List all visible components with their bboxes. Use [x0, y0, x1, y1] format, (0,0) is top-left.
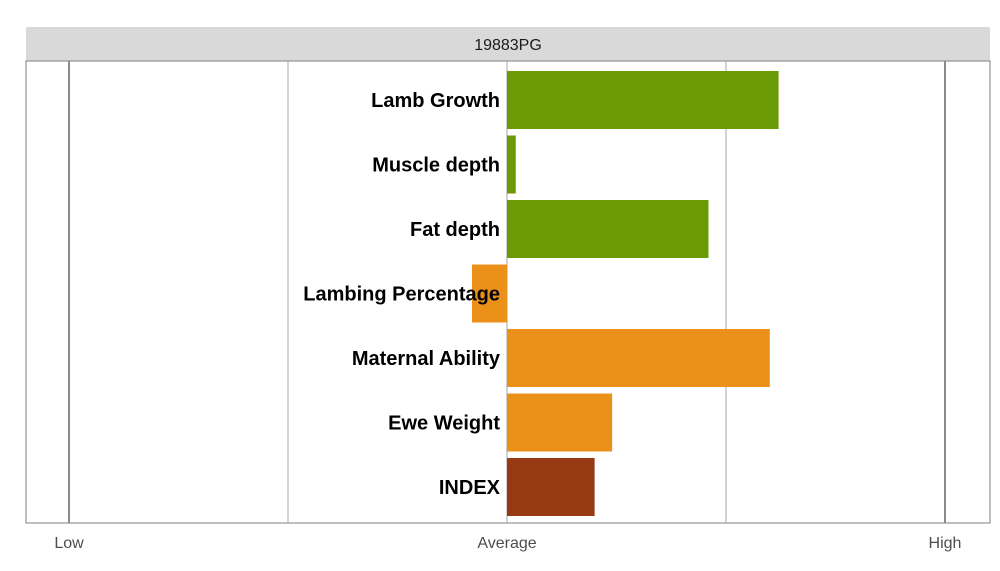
category-label: Ewe Weight [388, 413, 500, 435]
chart-title: 19883PG [474, 37, 542, 54]
category-label: Maternal Ability [352, 348, 501, 370]
x-axis-ticks: Low Average High [54, 535, 961, 552]
category-labels: Lamb Growth Muscle depth Fat depth Lambing … [303, 90, 501, 499]
bar [471, 264, 507, 323]
plot-panel [25, 60, 991, 524]
category-label: Lambing Percentage [303, 284, 500, 306]
category-label: Muscle depth [372, 155, 500, 177]
bars [471, 71, 779, 516]
tick-label: High [929, 535, 962, 552]
category-label: INDEX [439, 477, 501, 499]
bar [507, 71, 779, 129]
category-label: Fat depth [410, 219, 500, 241]
bar [507, 200, 709, 258]
title-strip [26, 27, 990, 61]
bar [507, 329, 770, 387]
bar [507, 393, 613, 452]
category-label: Lamb Growth [371, 90, 500, 112]
tick-label: Average [477, 535, 536, 552]
bar [507, 135, 516, 194]
tick-label: Low [54, 535, 84, 552]
bar [507, 458, 595, 516]
